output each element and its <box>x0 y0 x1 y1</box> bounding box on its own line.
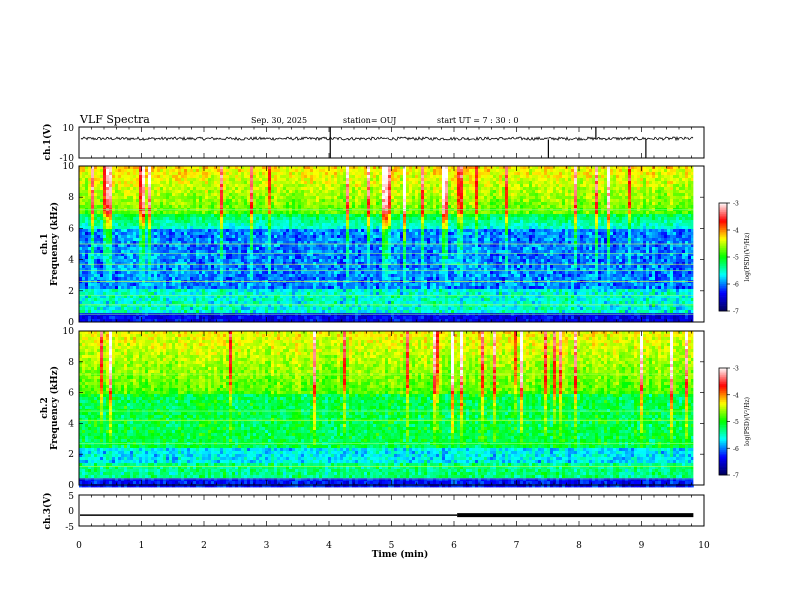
ch3-ylabel: ch.3(V) <box>42 493 53 530</box>
spec1-ytick-6: 6 <box>68 224 74 234</box>
cbar1-tick--4: -4 <box>733 228 739 235</box>
ch3-ytick-top: 5 <box>68 492 74 502</box>
cbar1-tick--6: -6 <box>733 282 739 289</box>
ch2-spectrogram-image <box>79 331 704 487</box>
ch1-colorbar: -3 -4 -5 -6 -7 log(PSD)(V²/Hz) <box>719 201 751 316</box>
ch3-ytick-mid: 0 <box>68 507 74 517</box>
xtick-6: 6 <box>451 541 457 551</box>
spec1-ytick-8: 8 <box>68 193 74 203</box>
xtick-10: 10 <box>698 541 710 551</box>
spec2-ytick-4: 4 <box>68 419 74 429</box>
panel-ch3-monitor: 5 0 -5 ch.3(V) <box>42 492 704 533</box>
cbar1-label: log(PSD)(V²/Hz) <box>744 233 751 282</box>
ch1-spectrogram-image <box>79 166 704 322</box>
station-label: station= OUJ <box>343 116 396 125</box>
spec2-ytick-8: 8 <box>68 358 74 368</box>
date-label: Sep. 30, 2025 <box>251 116 307 125</box>
spec2-ytick-2: 2 <box>68 450 74 460</box>
xtick-7: 7 <box>514 541 520 551</box>
xtick-8: 8 <box>576 541 582 551</box>
spec1-ytick-10: 10 <box>63 162 75 172</box>
xtick-1: 1 <box>139 541 145 551</box>
header: VLF Spectra Sep. 30, 2025 station= OUJ s… <box>79 113 518 126</box>
ch2-spectrogram-ylabel-frequency: Frequency (kHz) <box>49 366 60 450</box>
ch1-ytick-top: 10 <box>63 124 75 134</box>
spec2-ytick-10: 10 <box>63 327 75 337</box>
panel-ch1-waveform: 10 -10 ch.1(V) <box>42 124 704 164</box>
figure-title: VLF Spectra <box>79 113 150 126</box>
xtick-0: 0 <box>76 541 82 551</box>
cbar1-tick--5: -5 <box>733 255 739 262</box>
cbar2-tick--4: -4 <box>733 392 739 399</box>
xaxis-label: Time (min) <box>372 549 429 560</box>
ch3-ytick-bottom: -5 <box>65 523 74 533</box>
xtick-2: 2 <box>201 541 207 551</box>
spec2-ytick-6: 6 <box>68 389 74 399</box>
cbar2-tick--3: -3 <box>733 366 739 373</box>
xtick-3: 3 <box>264 541 270 551</box>
xtick-9: 9 <box>639 541 645 551</box>
spec1-ytick-4: 4 <box>68 256 74 266</box>
cbar1-tick--3: -3 <box>733 201 739 208</box>
cbar2-tick--5: -5 <box>733 419 739 426</box>
spec1-ytick-2: 2 <box>68 287 74 297</box>
cbar1-tick--7: -7 <box>733 309 739 316</box>
start-time-label: start UT = 7 : 30 : 0 <box>437 116 518 125</box>
xtick-4: 4 <box>326 541 332 551</box>
ch1-spectrogram-ylabel-frequency: Frequency (kHz) <box>49 202 60 286</box>
spec2-ytick-0: 0 <box>68 481 74 491</box>
ch2-colorbar: -3 -4 -5 -6 -7 log(PSD)(V²/Hz) <box>719 366 751 480</box>
cbar2-tick--7: -7 <box>733 473 739 480</box>
cbar2-tick--6: -6 <box>733 446 739 453</box>
ch1-ylabel: ch.1(V) <box>42 124 53 161</box>
panel-ch2-spectrogram: 0 2 4 6 8 10 ch.2 Frequency (kHz) -3 -4 -5 -6 -7 l… <box>40 327 751 491</box>
ch2-spectrogram-ylabel-channel: ch.2 <box>40 397 50 418</box>
ch1-spectrogram-ylabel-channel: ch.1 <box>40 233 50 254</box>
cbar2-label: log(PSD)(V²/Hz) <box>744 397 751 446</box>
